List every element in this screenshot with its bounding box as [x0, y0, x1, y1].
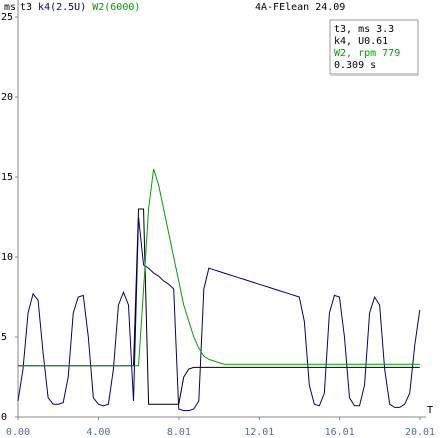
readout-box: [329, 19, 419, 75]
series-line: [17, 216, 421, 412]
readout-line: 0.309 s: [334, 60, 376, 71]
readout-line: W2, rpm 779: [334, 48, 400, 59]
y-tick-label: 25: [1, 12, 13, 23]
x-axis-label: T: [427, 405, 433, 416]
y-tick-label: 0: [1, 412, 7, 423]
legend-entry: W2(6000): [92, 2, 140, 13]
x-tick-label: 0.00: [6, 427, 30, 438]
readout-line: t3, ms 3.3: [334, 24, 394, 35]
x-tick-label: 4.00: [86, 427, 110, 438]
chart-title: 4A-FElean 24.09: [255, 2, 345, 13]
y-tick-label: 10: [1, 252, 13, 263]
y-tick-label: 20: [1, 92, 13, 103]
y-tick-label: 15: [1, 172, 13, 183]
legend-entry: k4(2.5U): [38, 2, 86, 13]
y-unit: ms: [4, 2, 16, 13]
x-tick-label: 16.01: [325, 427, 355, 438]
readout-line: k4, U0.61: [334, 36, 388, 47]
series-line: [18, 168, 420, 367]
x-tick-label: 12.01: [244, 427, 274, 438]
y-tick-label: 5: [1, 332, 7, 343]
x-tick-label: 8.01: [167, 427, 191, 438]
x-tick-label: 20.01: [405, 427, 435, 438]
legend-entry: t3: [20, 2, 32, 13]
